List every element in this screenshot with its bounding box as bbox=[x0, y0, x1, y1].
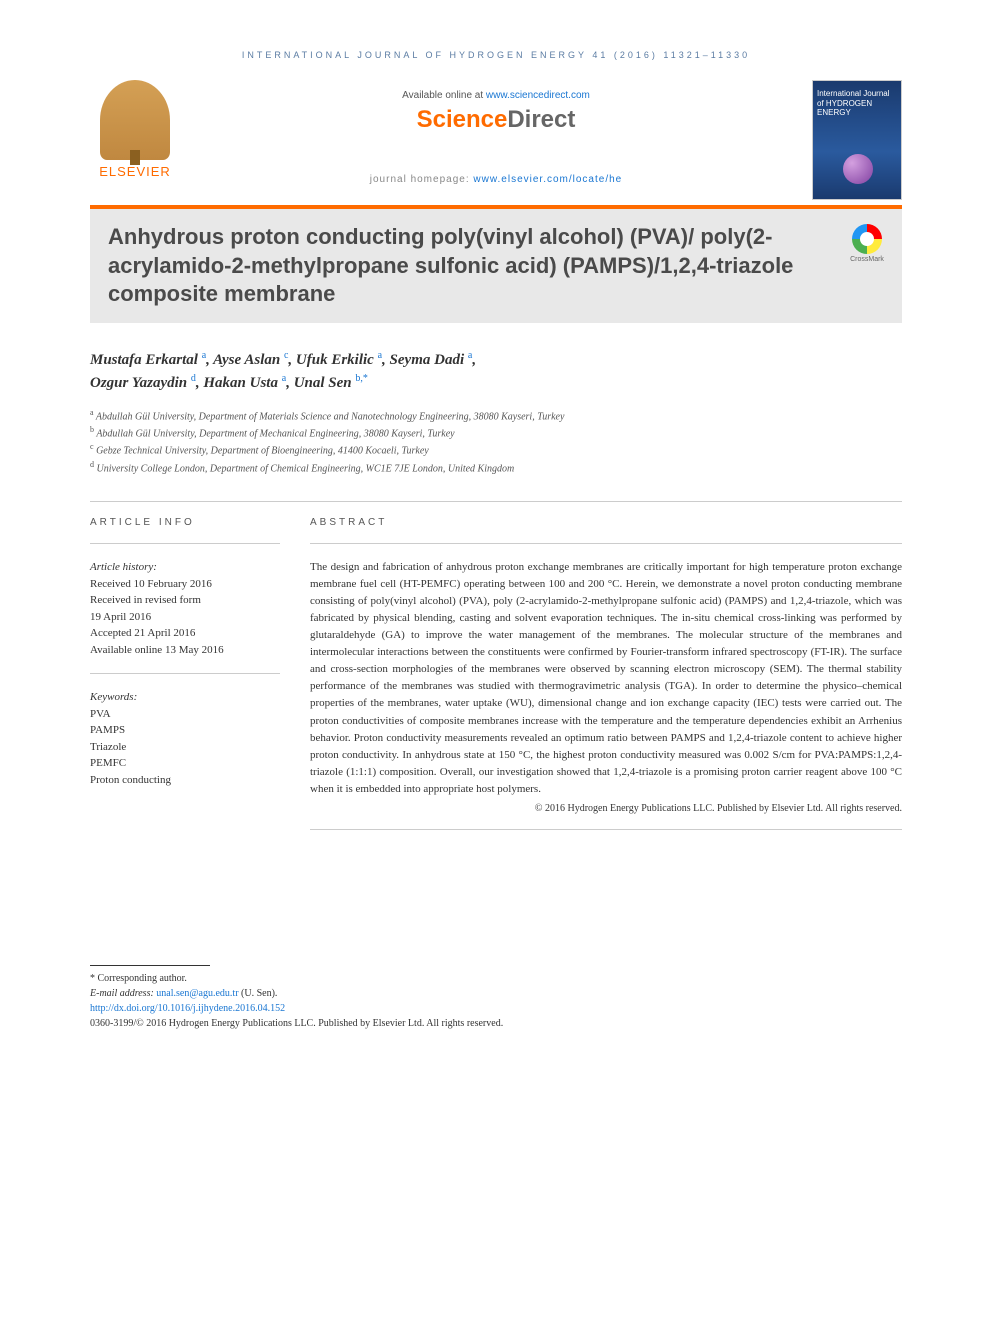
author: Hakan Usta a bbox=[203, 375, 286, 391]
keyword: PAMPS bbox=[90, 722, 280, 739]
aff-text: Abdullah Gül University, Department of M… bbox=[96, 428, 454, 439]
author-name: Ufuk Erkilic bbox=[296, 352, 374, 368]
keyword: PEMFC bbox=[90, 755, 280, 772]
center-header: Available online at www.sciencedirect.co… bbox=[200, 80, 792, 185]
history-label: Article history: bbox=[90, 559, 280, 576]
aff-text: University College London, Department of… bbox=[97, 463, 515, 474]
abstract-heading: ABSTRACT bbox=[310, 517, 902, 528]
aff-key: b bbox=[90, 425, 94, 434]
article-info-heading: ARTICLE INFO bbox=[90, 517, 280, 528]
doi-link[interactable]: http://dx.doi.org/10.1016/j.ijhydene.201… bbox=[90, 1003, 285, 1014]
email-link[interactable]: unal.sen@agu.edu.tr bbox=[156, 988, 238, 999]
available-online-text: Available online at www.sciencedirect.co… bbox=[200, 90, 792, 101]
abstract-column: ABSTRACT The design and fabrication of a… bbox=[310, 517, 902, 845]
revised-date: 19 April 2016 bbox=[90, 609, 280, 626]
inner-divider bbox=[310, 543, 902, 544]
elsevier-label: ELSEVIER bbox=[90, 164, 180, 179]
footer: * Corresponding author. E-mail address: … bbox=[90, 965, 902, 1031]
author: Mustafa Erkartal a bbox=[90, 352, 206, 368]
author: Unal Sen b,* bbox=[294, 375, 368, 391]
aff-text: Abdullah Gül University, Department of M… bbox=[96, 411, 565, 422]
author-name: Ozgur Yazaydin bbox=[90, 375, 187, 391]
cover-title: International Journal of HYDROGEN ENERGY bbox=[813, 81, 901, 126]
section-divider bbox=[90, 501, 902, 502]
author-aff: c bbox=[284, 350, 288, 361]
inner-divider bbox=[310, 829, 902, 830]
email-line: E-mail address: unal.sen@agu.edu.tr (U. … bbox=[90, 986, 902, 1001]
article-info-column: ARTICLE INFO Article history: Received 1… bbox=[90, 517, 280, 845]
journal-citation-header: INTERNATIONAL JOURNAL OF HYDROGEN ENERGY… bbox=[90, 50, 902, 60]
journal-homepage-line: journal homepage: www.elsevier.com/locat… bbox=[200, 174, 792, 185]
corresponding-marker: * bbox=[363, 373, 368, 384]
crossmark-label: CrossMark bbox=[847, 256, 887, 263]
title-section: Anhydrous proton conducting poly(vinyl a… bbox=[90, 209, 902, 323]
footer-divider bbox=[90, 965, 210, 966]
affiliation: c Gebze Technical University, Department… bbox=[90, 441, 902, 458]
online-date: Available online 13 May 2016 bbox=[90, 642, 280, 659]
author: Ufuk Erkilic a bbox=[296, 352, 382, 368]
main-content: ARTICLE INFO Article history: Received 1… bbox=[90, 517, 902, 845]
keyword: PVA bbox=[90, 706, 280, 723]
author-aff: d bbox=[191, 373, 196, 384]
author-name: Hakan Usta bbox=[203, 375, 278, 391]
authors-list: Mustafa Erkartal a, Ayse Aslan c, Ufuk E… bbox=[90, 348, 902, 395]
affiliations-list: a Abdullah Gül University, Department of… bbox=[90, 407, 902, 476]
corresponding-author-label: * Corresponding author. bbox=[90, 971, 902, 986]
author-aff: a bbox=[378, 350, 382, 361]
affiliation: a Abdullah Gül University, Department of… bbox=[90, 407, 902, 424]
email-label: E-mail address: bbox=[90, 988, 156, 999]
email-person: (U. Sen). bbox=[239, 988, 278, 999]
sciencedirect-url[interactable]: www.sciencedirect.com bbox=[486, 90, 590, 101]
affiliation: d University College London, Department … bbox=[90, 459, 902, 476]
keywords-label: Keywords: bbox=[90, 689, 280, 706]
elsevier-tree-icon bbox=[100, 80, 170, 160]
abstract-copyright: © 2016 Hydrogen Energy Publications LLC.… bbox=[310, 803, 902, 814]
aff-key: d bbox=[90, 460, 94, 469]
author-name: Seyma Dadi bbox=[390, 352, 465, 368]
keyword: Triazole bbox=[90, 739, 280, 756]
author-aff: b,* bbox=[355, 373, 368, 384]
affiliation: b Abdullah Gül University, Department of… bbox=[90, 424, 902, 441]
author: Ayse Aslan c bbox=[213, 352, 288, 368]
abstract-text: The design and fabrication of anhydrous … bbox=[310, 559, 902, 798]
author: Ozgur Yazaydin d bbox=[90, 375, 196, 391]
author-name: Mustafa Erkartal bbox=[90, 352, 198, 368]
keyword: Proton conducting bbox=[90, 772, 280, 789]
aff-key: a bbox=[90, 408, 94, 417]
sd-part2: Direct bbox=[507, 106, 575, 133]
journal-cover-thumbnail[interactable]: International Journal of HYDROGEN ENERGY bbox=[812, 80, 902, 200]
header-section: ELSEVIER Available online at www.science… bbox=[90, 80, 902, 200]
accepted-date: Accepted 21 April 2016 bbox=[90, 625, 280, 642]
aff-key: c bbox=[90, 442, 94, 451]
crossmark-icon bbox=[852, 224, 882, 254]
article-history: Article history: Received 10 February 20… bbox=[90, 559, 280, 658]
inner-divider bbox=[90, 673, 280, 674]
keywords-section: Keywords: PVA PAMPS Triazole PEMFC Proto… bbox=[90, 689, 280, 788]
crossmark-badge[interactable]: CrossMark bbox=[847, 224, 887, 263]
inner-divider bbox=[90, 543, 280, 544]
article-title: Anhydrous proton conducting poly(vinyl a… bbox=[108, 223, 884, 309]
cover-sphere-icon bbox=[843, 154, 873, 184]
author-aff: a bbox=[282, 373, 286, 384]
received-date: Received 10 February 2016 bbox=[90, 576, 280, 593]
author: Seyma Dadi a bbox=[390, 352, 473, 368]
author-name: Unal Sen bbox=[294, 375, 352, 391]
homepage-label: journal homepage: bbox=[370, 174, 474, 185]
aff-text: Gebze Technical University, Department o… bbox=[96, 446, 429, 457]
sd-part1: Science bbox=[417, 106, 508, 133]
author-aff: a bbox=[202, 350, 206, 361]
issn-copyright: 0360-3199/© 2016 Hydrogen Energy Publica… bbox=[90, 1016, 902, 1031]
homepage-link[interactable]: www.elsevier.com/locate/he bbox=[473, 174, 622, 185]
available-label: Available online at bbox=[402, 90, 486, 101]
revised-label: Received in revised form bbox=[90, 592, 280, 609]
sciencedirect-logo[interactable]: ScienceDirect bbox=[200, 106, 792, 134]
author-name: Ayse Aslan bbox=[213, 352, 280, 368]
elsevier-logo[interactable]: ELSEVIER bbox=[90, 80, 180, 179]
author-aff: a bbox=[468, 350, 472, 361]
